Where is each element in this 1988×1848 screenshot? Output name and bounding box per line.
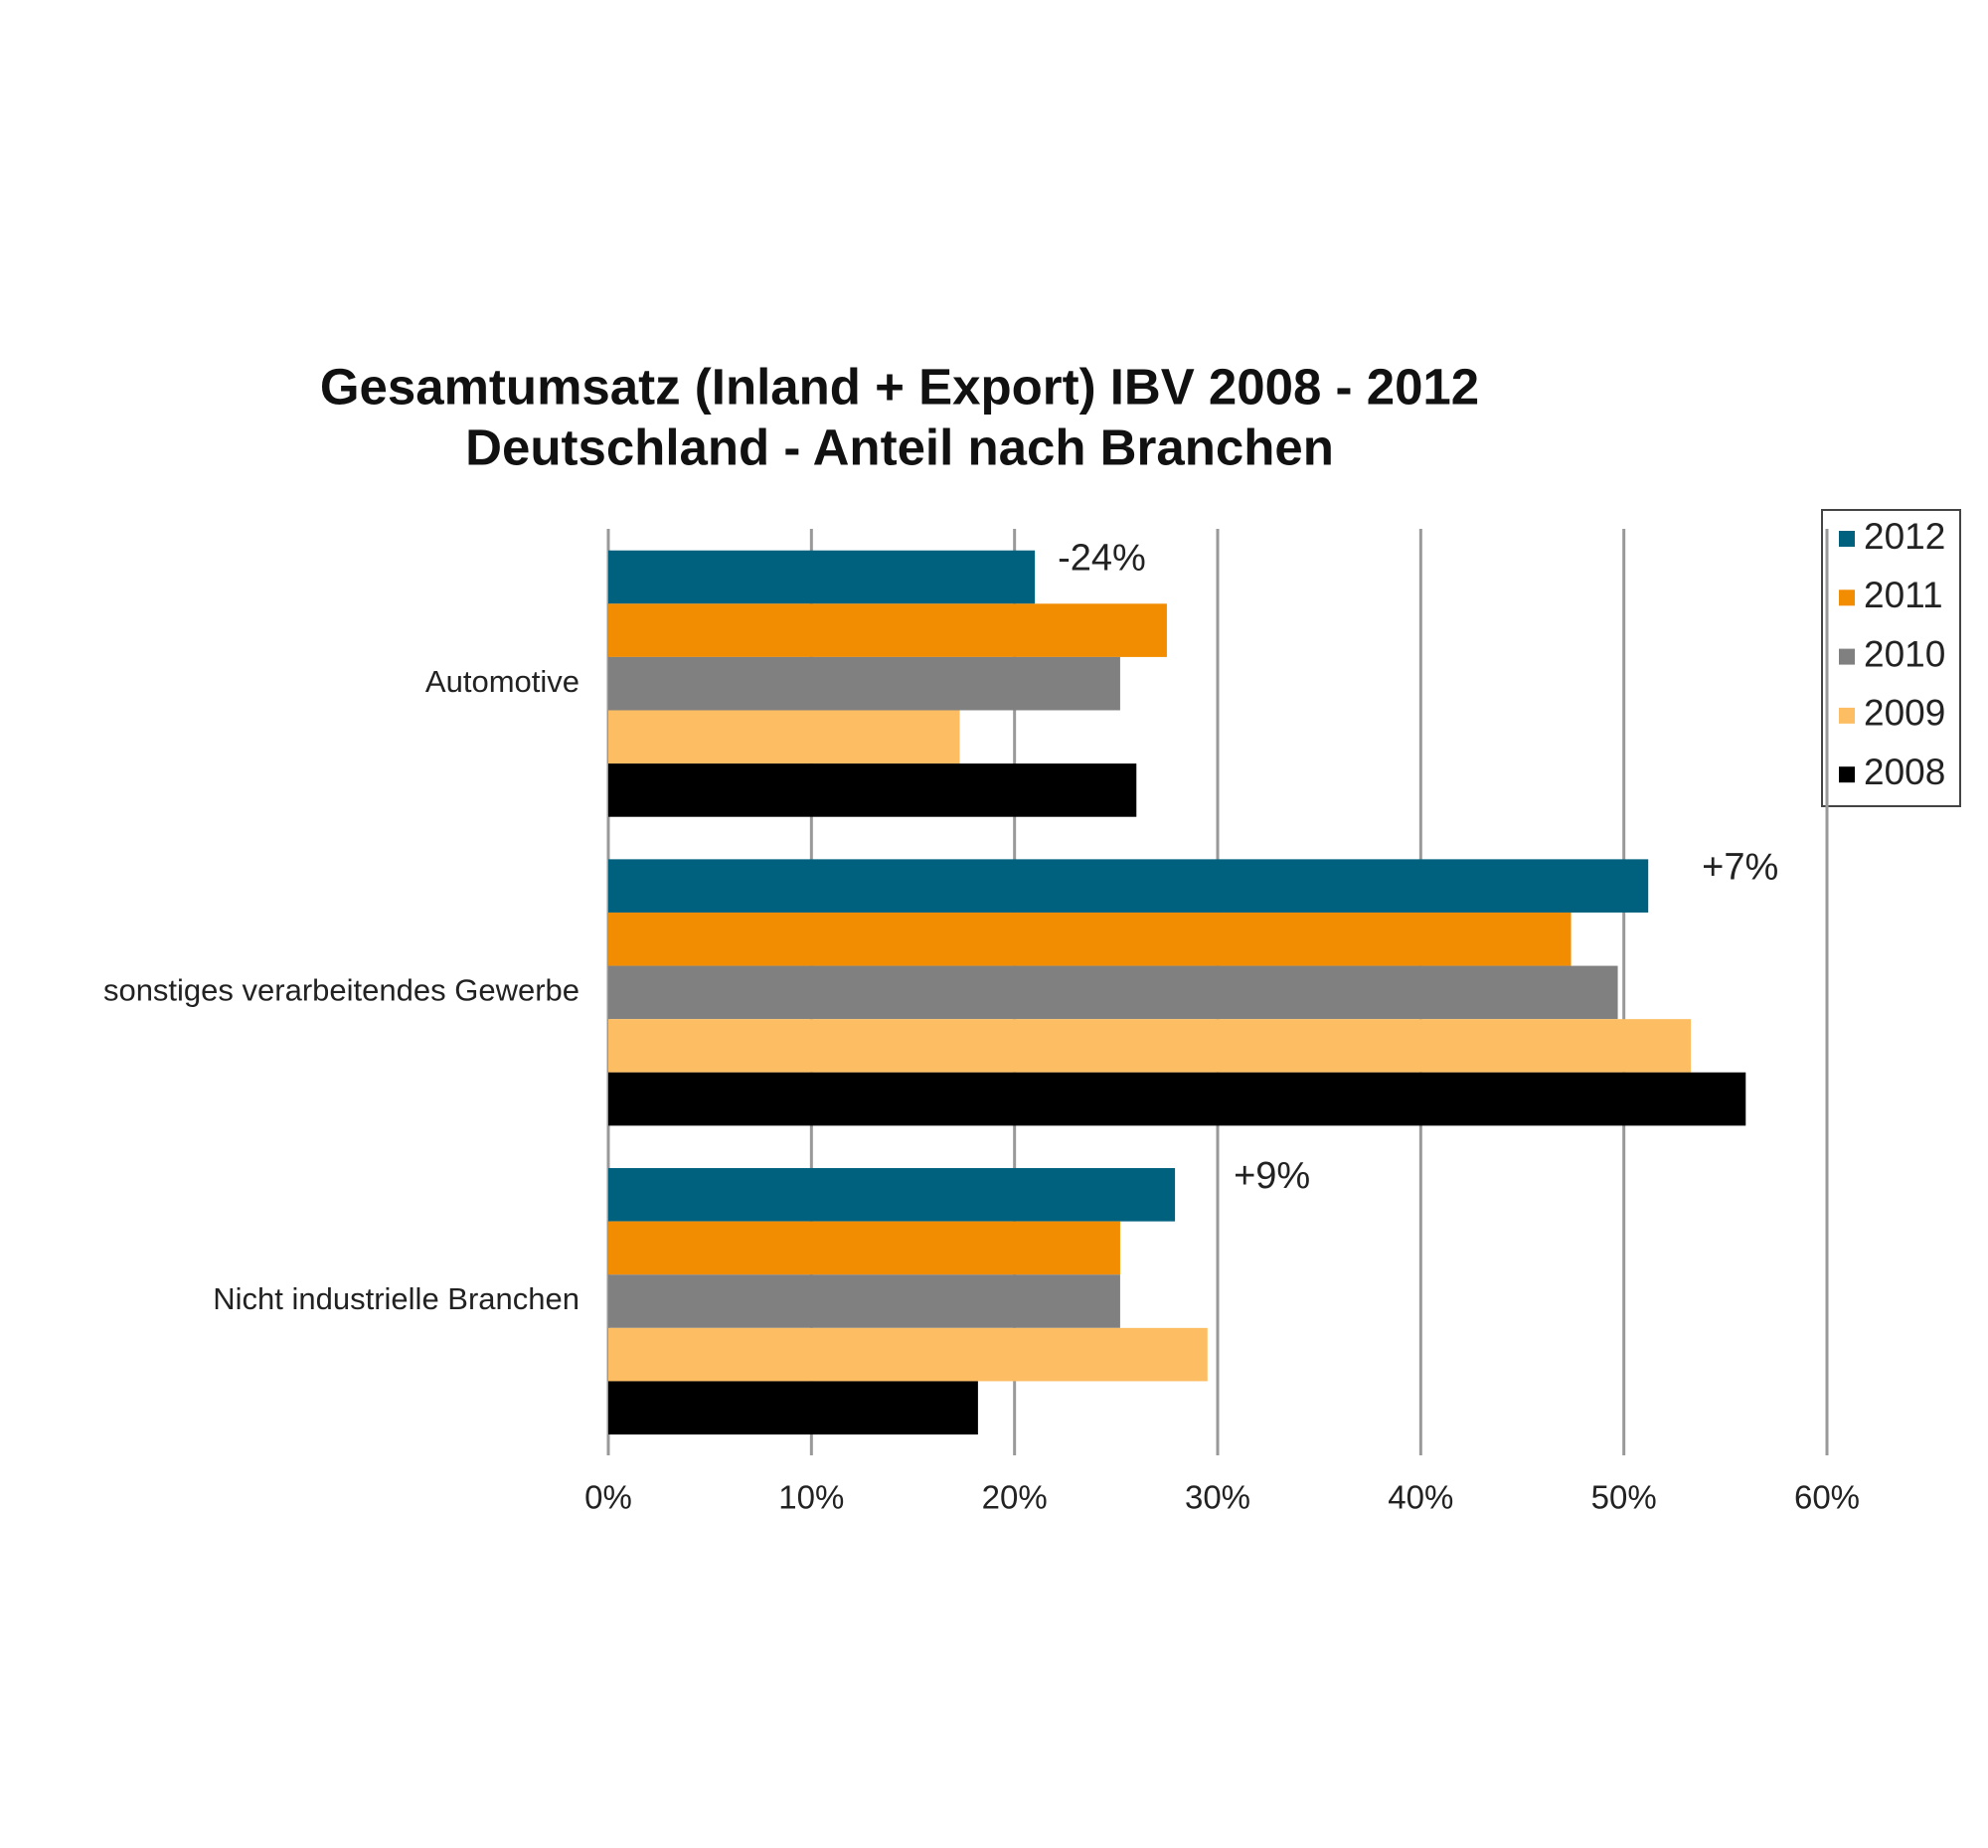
x-tick-label: 0%	[584, 1479, 632, 1516]
category-label: sonstiges verarbeitendes Gewerbe	[103, 973, 580, 1008]
legend-swatch	[1839, 648, 1855, 665]
x-tick-label: 60%	[1794, 1479, 1860, 1516]
legend-label: 2009	[1864, 693, 1945, 734]
category-label: Nicht industrielle Branchen	[213, 1281, 580, 1316]
bar	[608, 603, 1167, 657]
legend-swatch	[1839, 589, 1855, 606]
bar	[608, 1072, 1746, 1126]
chart-subtitle: Deutschland - Anteil nach Branchen	[465, 419, 1334, 475]
legend-label: 2012	[1864, 516, 1945, 557]
legend-swatch	[1839, 766, 1855, 783]
x-tick-label: 10%	[778, 1479, 844, 1516]
annotation: -24%	[1058, 538, 1146, 580]
legend-label: 2010	[1864, 633, 1945, 674]
annotation: +9%	[1234, 1155, 1310, 1197]
bar	[608, 1221, 1120, 1275]
legend-label: 2011	[1864, 575, 1943, 615]
x-tick-label: 30%	[1185, 1479, 1250, 1516]
bar	[608, 550, 1036, 604]
annotation: +7%	[1702, 846, 1778, 888]
bar	[608, 1381, 978, 1435]
bar	[608, 1168, 1176, 1222]
bar	[608, 710, 960, 764]
bar	[608, 656, 1120, 711]
x-tick-label: 50%	[1591, 1479, 1657, 1516]
bar	[608, 859, 1649, 913]
x-tick-label: 20%	[982, 1479, 1048, 1516]
bar	[608, 1019, 1692, 1073]
category-label: Automotive	[425, 664, 580, 699]
bar	[608, 763, 1137, 817]
legend-label: 2008	[1864, 752, 1945, 792]
legend-swatch	[1839, 531, 1855, 547]
legend-swatch	[1839, 707, 1855, 724]
chart-title: Gesamtumsatz (Inland + Export) IBV 2008 …	[320, 358, 1479, 415]
bar	[608, 1274, 1120, 1328]
bar	[608, 912, 1572, 966]
bar	[608, 1327, 1208, 1382]
x-tick-label: 40%	[1388, 1479, 1453, 1516]
bar	[608, 965, 1618, 1020]
